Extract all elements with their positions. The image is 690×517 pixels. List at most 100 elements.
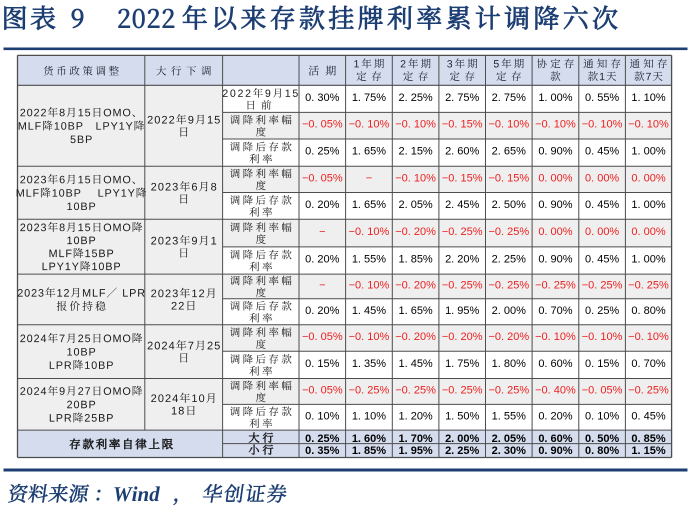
svg-text:−0. 10%: −0. 10% [349,226,390,238]
svg-text:−0. 25%: −0. 25% [488,384,529,396]
svg-text:−0. 15%: −0. 15% [442,172,483,184]
svg-text:0. 00%: 0. 00% [631,172,665,184]
svg-text:−0. 05%: −0. 05% [302,384,343,396]
svg-text:0. 90%: 0. 90% [538,199,572,211]
svg-text:1. 85%: 1. 85% [398,254,432,266]
svg-text:1. 65%: 1. 65% [352,146,386,158]
svg-text:−0. 10%: −0. 10% [488,119,529,131]
svg-text:0. 45%: 0. 45% [585,254,619,266]
svg-text:0. 60%: 0. 60% [538,433,572,445]
svg-text:−0. 10%: −0. 10% [349,119,390,131]
svg-text:0. 25%: 0. 25% [305,146,339,158]
svg-text:0. 35%: 0. 35% [305,445,339,457]
svg-text:−0. 15%: −0. 15% [442,119,483,131]
svg-text:0. 25%: 0. 25% [305,433,339,445]
svg-text:0. 30%: 0. 30% [305,92,339,104]
svg-text:2. 60%: 2. 60% [445,146,479,158]
svg-text:0. 15%: 0. 15% [585,358,619,370]
svg-text:1. 00%: 1. 00% [631,199,665,211]
svg-text:0. 55%: 0. 55% [585,92,619,104]
svg-text:−0. 15%: −0. 15% [488,172,529,184]
svg-text:1. 50%: 1. 50% [445,410,479,422]
svg-text:−0. 20%: −0. 20% [395,226,436,238]
svg-text:0. 20%: 0. 20% [305,305,339,317]
svg-text:2. 45%: 2. 45% [445,199,479,211]
svg-text:1. 75%: 1. 75% [445,358,479,370]
svg-text:−0. 25%: −0. 25% [442,226,483,238]
svg-text:1. 55%: 1. 55% [352,254,386,266]
svg-text:−0. 10%: −0. 10% [395,172,436,184]
svg-text:−0. 10%: −0. 10% [349,279,390,291]
svg-text:0. 50%: 0. 50% [585,433,619,445]
svg-text:1. 80%: 1. 80% [492,358,526,370]
svg-text:2. 15%: 2. 15% [398,146,432,158]
svg-text:−0. 20%: −0. 20% [395,279,436,291]
svg-text:1. 10%: 1. 10% [631,92,665,104]
svg-text:0. 00%: 0. 00% [585,226,619,238]
svg-text:−0. 25%: −0. 25% [488,226,529,238]
svg-text:0. 10%: 0. 10% [585,410,619,422]
svg-text:−0. 25%: −0. 25% [395,384,436,396]
svg-text:0. 45%: 0. 45% [585,146,619,158]
svg-text:2. 25%: 2. 25% [398,92,432,104]
svg-text:−0. 25%: −0. 25% [442,384,483,396]
svg-text:−0. 10%: −0. 10% [582,119,623,131]
svg-text:−0. 10%: −0. 10% [535,119,576,131]
svg-text:0. 70%: 0. 70% [538,305,572,317]
svg-text:1. 95%: 1. 95% [445,305,479,317]
svg-text:0. 90%: 0. 90% [538,254,572,266]
svg-text:0. 45%: 0. 45% [631,410,665,422]
svg-text:−0. 10%: −0. 10% [349,331,390,343]
svg-text:0. 00%: 0. 00% [538,226,572,238]
svg-text:1. 70%: 1. 70% [398,433,432,445]
svg-text:1. 00%: 1. 00% [538,92,572,104]
svg-text:2. 50%: 2. 50% [492,199,526,211]
svg-text:−0. 25%: −0. 25% [442,279,483,291]
svg-text:0. 00%: 0. 00% [538,172,572,184]
svg-text:0. 00%: 0. 00% [631,226,665,238]
svg-text:2. 25%: 2. 25% [492,254,526,266]
svg-text:0. 15%: 0. 15% [305,358,339,370]
svg-text:−0. 05%: −0. 05% [302,331,343,343]
svg-text:−0. 25%: −0. 25% [535,279,576,291]
svg-text:0. 25%: 0. 25% [585,305,619,317]
svg-text:0. 20%: 0. 20% [305,254,339,266]
svg-text:−0. 40%: −0. 40% [535,384,576,396]
svg-text:−0. 25%: −0. 25% [582,279,623,291]
svg-text:1. 10%: 1. 10% [352,410,386,422]
svg-text:2. 20%: 2. 20% [445,254,479,266]
svg-text:1. 65%: 1. 65% [398,305,432,317]
svg-text:0. 20%: 0. 20% [305,199,339,211]
svg-text:0. 85%: 0. 85% [631,433,665,445]
svg-text:0. 80%: 0. 80% [585,445,619,457]
svg-text:1. 45%: 1. 45% [352,305,386,317]
svg-text:−0. 10%: −0. 10% [395,119,436,131]
svg-text:−0. 10%: −0. 10% [628,331,669,343]
svg-text:−0. 10%: −0. 10% [535,331,576,343]
svg-text:2. 05%: 2. 05% [492,433,526,445]
svg-text:0. 10%: 0. 10% [305,410,339,422]
svg-text:1. 45%: 1. 45% [398,358,432,370]
svg-text:−0. 20%: −0. 20% [488,331,529,343]
svg-text:0. 20%: 0. 20% [538,410,572,422]
svg-text:1. 55%: 1. 55% [492,410,526,422]
svg-text:−0. 25%: −0. 25% [349,384,390,396]
svg-text:1. 15%: 1. 15% [631,445,665,457]
svg-text:2. 00%: 2. 00% [445,433,479,445]
svg-text:1. 35%: 1. 35% [352,358,386,370]
svg-text:2. 25%: 2. 25% [445,445,479,457]
svg-text:1. 20%: 1. 20% [398,410,432,422]
svg-text:0. 60%: 0. 60% [538,358,572,370]
svg-text:1. 00%: 1. 00% [631,146,665,158]
svg-text:2. 75%: 2. 75% [492,92,526,104]
svg-text:0. 80%: 0. 80% [631,305,665,317]
svg-text:2. 75%: 2. 75% [445,92,479,104]
svg-text:−0. 25%: −0. 25% [628,279,669,291]
svg-text:−0. 10%: −0. 10% [582,331,623,343]
svg-text:0. 70%: 0. 70% [631,358,665,370]
svg-text:1. 00%: 1. 00% [631,254,665,266]
svg-text:−0. 05%: −0. 05% [582,384,623,396]
svg-text:−0. 05%: −0. 05% [302,119,343,131]
svg-text:−0. 25%: −0. 25% [488,279,529,291]
svg-text:−0. 25%: −0. 25% [628,384,669,396]
